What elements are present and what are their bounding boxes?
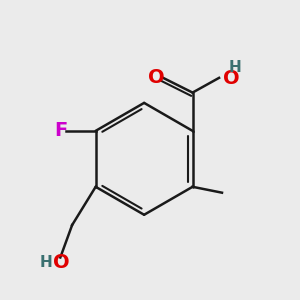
Text: O: O — [223, 69, 239, 88]
Text: F: F — [54, 122, 68, 140]
Text: H: H — [40, 255, 52, 270]
Text: O: O — [53, 253, 70, 272]
Text: O: O — [148, 68, 165, 87]
Text: H: H — [229, 60, 242, 75]
